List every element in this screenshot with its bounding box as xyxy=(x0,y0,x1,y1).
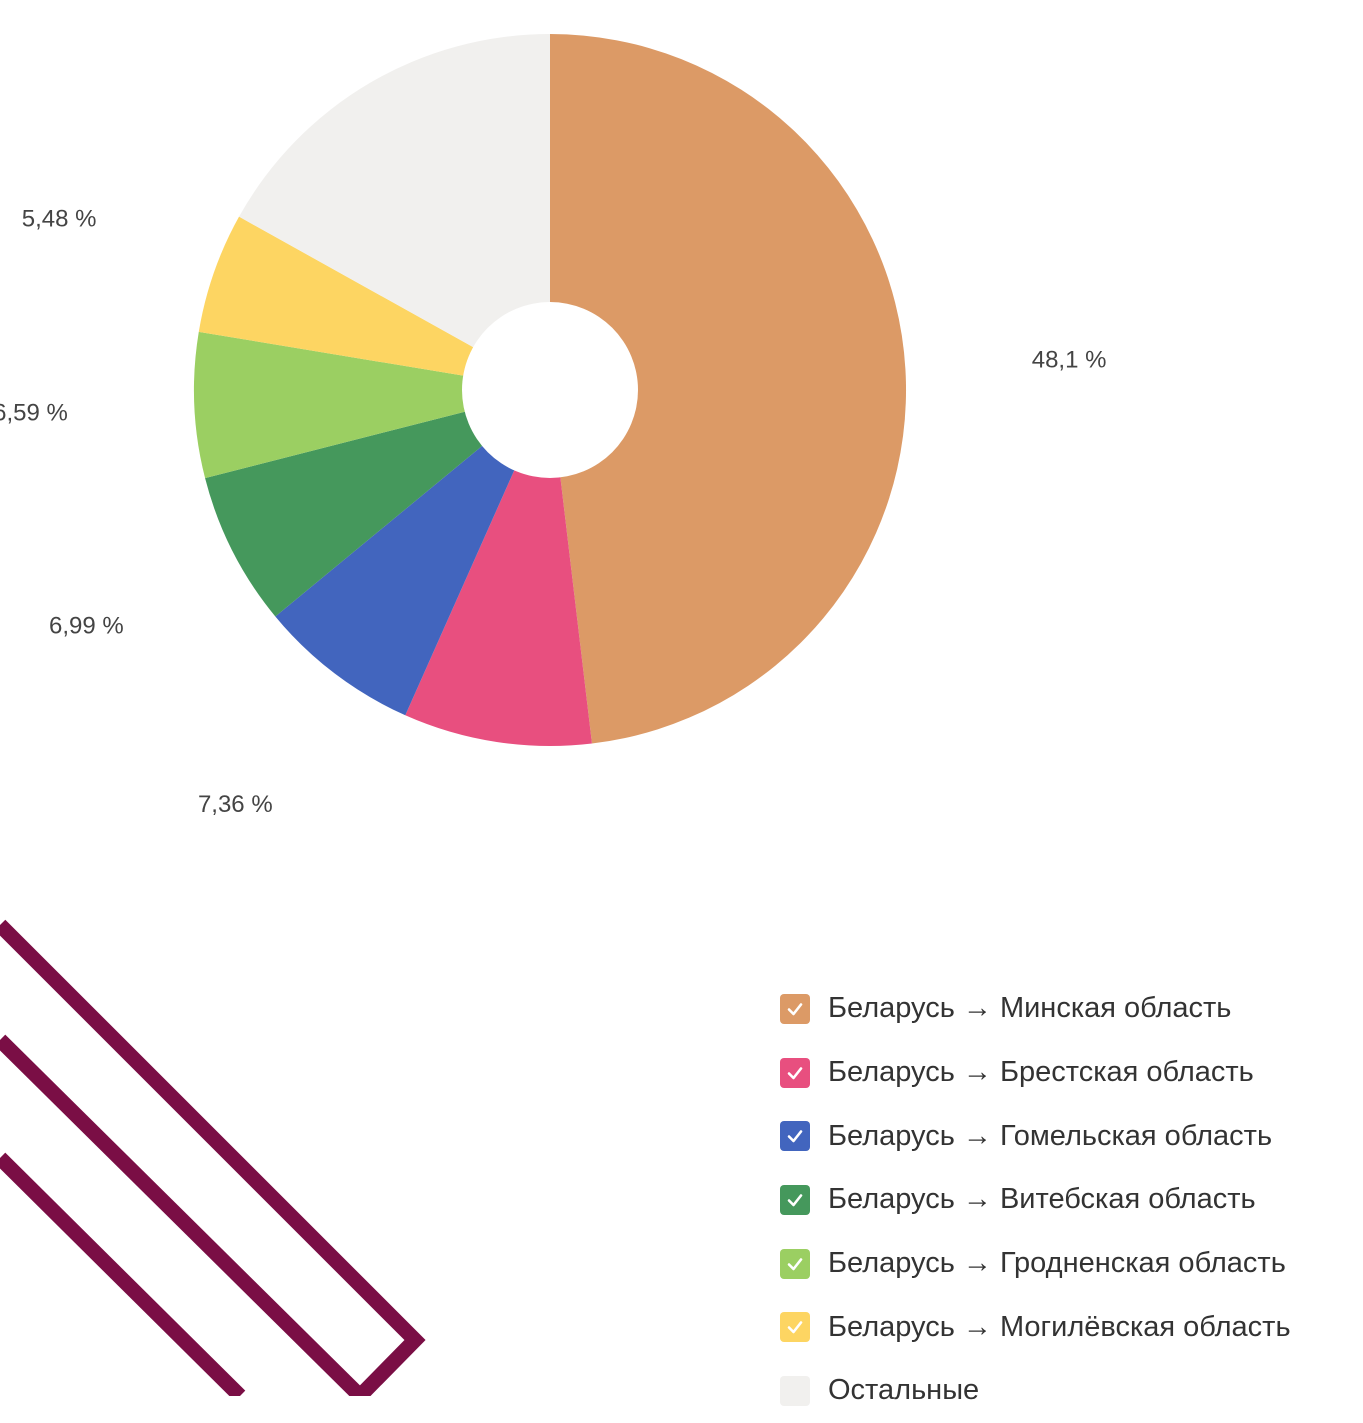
checkmark-icon xyxy=(787,1003,803,1016)
pie-slices xyxy=(193,34,907,747)
donut-hole xyxy=(462,302,638,478)
legend-checkbox-unchecked[interactable] xyxy=(780,1375,810,1406)
slice-value-labels: 48,1 %8,54 %7,36 %6,99 %6,59 %5,48 %16,9… xyxy=(0,205,1107,818)
legend-checkbox-checked[interactable] xyxy=(780,1121,810,1152)
legend-item-2[interactable]: Беларусь → Гомельская область xyxy=(780,1104,1291,1168)
checkmark-icon xyxy=(787,1130,803,1143)
pie-slice-3[interactable] xyxy=(205,390,550,617)
legend-item-5[interactable]: Беларусь → Могилёвская область xyxy=(780,1295,1291,1359)
decorative-stripe-1 xyxy=(0,1034,366,1396)
slice-value-label-5: 5,48 % xyxy=(22,205,97,232)
legend-label: Беларусь → Гродненская область xyxy=(828,1247,1286,1280)
checkmark-icon xyxy=(787,1321,803,1334)
chart-legend: Беларусь → Минская область Беларусь → Бре… xyxy=(780,977,1291,1423)
checkmark-icon xyxy=(787,1066,803,1079)
legend-checkbox-checked[interactable] xyxy=(780,1248,810,1279)
decorative-stripes xyxy=(0,919,426,1396)
legend-checkbox-checked[interactable] xyxy=(780,993,810,1024)
legend-item-3[interactable]: Беларусь → Витебская область xyxy=(780,1168,1291,1232)
pie-slice-0[interactable] xyxy=(550,34,907,744)
pie-slice-6[interactable] xyxy=(239,34,551,390)
slice-value-label-0: 48,1 % xyxy=(1032,346,1107,373)
legend-label: Остальные xyxy=(828,1374,980,1407)
donut-chart: 48,1 %8,54 %7,36 %6,99 %6,59 %5,48 %16,9… xyxy=(0,34,1107,818)
legend-item-6[interactable]: Остальные xyxy=(780,1359,1291,1423)
pie-slice-4[interactable] xyxy=(193,331,550,479)
legend-checkbox-checked[interactable] xyxy=(780,1312,810,1343)
legend-item-1[interactable]: Беларусь → Брестская область xyxy=(780,1041,1291,1105)
legend-item-4[interactable]: Беларусь → Гродненская область xyxy=(780,1232,1291,1296)
legend-label: Беларусь → Минская область xyxy=(828,992,1232,1025)
checkmark-icon xyxy=(787,1194,803,1207)
decorative-stripe-0 xyxy=(0,919,426,1396)
legend-checkbox-checked[interactable] xyxy=(780,1184,810,1215)
legend-label: Беларусь → Витебская область xyxy=(828,1183,1256,1216)
pie-slice-1[interactable] xyxy=(405,390,592,747)
legend-label: Беларусь → Гомельская область xyxy=(828,1119,1273,1152)
slice-value-label-4: 6,59 % xyxy=(0,399,68,426)
legend-label: Беларусь → Могилёвская область xyxy=(828,1310,1291,1343)
checkmark-icon xyxy=(787,1257,803,1270)
legend-label: Беларусь → Брестская область xyxy=(828,1056,1254,1089)
pie-slice-2[interactable] xyxy=(275,390,550,716)
legend-item-0[interactable]: Беларусь → Минская область xyxy=(780,977,1291,1041)
decorative-stripe-2 xyxy=(0,1152,246,1396)
pie-slice-5[interactable] xyxy=(198,216,550,390)
slice-value-label-3: 6,99 % xyxy=(49,612,124,639)
legend-checkbox-checked[interactable] xyxy=(780,1057,810,1088)
slice-value-label-2: 7,36 % xyxy=(198,791,273,818)
